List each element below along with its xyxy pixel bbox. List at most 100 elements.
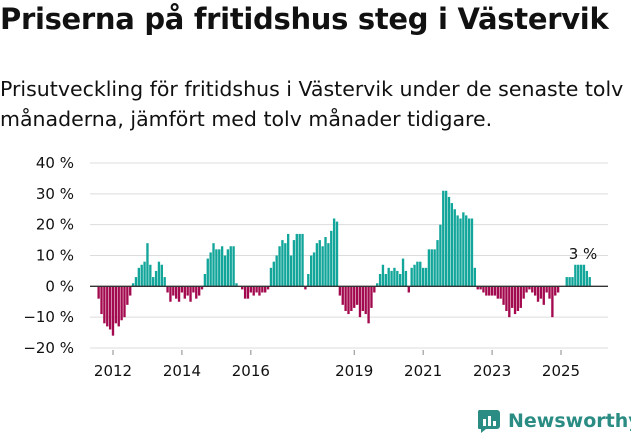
bar [539, 286, 543, 299]
bar [166, 286, 169, 293]
bar-chart: −20 %−10 %0 %10 %20 %30 %40 % 2012 2014 20… [23, 154, 608, 380]
bar [258, 286, 261, 296]
bar [169, 286, 172, 302]
bar [378, 274, 382, 287]
bar [447, 196, 451, 287]
bar [358, 286, 362, 318]
bar [312, 252, 316, 287]
bar [226, 249, 230, 287]
bar [289, 255, 293, 287]
bar [152, 277, 155, 287]
bar [525, 286, 528, 293]
bar [347, 286, 350, 315]
bar [332, 218, 336, 287]
bar [502, 286, 505, 305]
bar [261, 286, 264, 293]
bar [307, 274, 310, 287]
bar [370, 286, 373, 308]
y-tick-label: 40 % [36, 154, 74, 172]
bar [197, 286, 201, 296]
bar [442, 190, 445, 287]
bar [100, 286, 103, 315]
x-tick-label: 2025 [542, 362, 580, 380]
bar [149, 264, 152, 287]
bar [335, 221, 339, 287]
newsworthy-icon [477, 410, 500, 433]
bar [269, 267, 273, 287]
y-tick-label: 20 % [36, 216, 74, 234]
bar [488, 286, 491, 296]
bar [126, 286, 129, 305]
bar [582, 264, 586, 287]
bar [298, 233, 301, 287]
bar [493, 286, 497, 296]
bar [533, 286, 537, 296]
bar [545, 286, 548, 293]
bar [453, 209, 456, 287]
y-axis-tick-labels: −20 % −10 % 0 % 10 % 20 % 30 % 40 % [23, 154, 74, 357]
bar [163, 277, 166, 287]
bar [120, 286, 123, 321]
bar [266, 286, 270, 290]
bar [462, 212, 465, 287]
bar [585, 270, 589, 287]
bar [123, 286, 126, 318]
bar [513, 286, 517, 315]
bar [157, 261, 161, 287]
bar [272, 261, 275, 287]
bar [390, 270, 393, 287]
bar [353, 286, 356, 308]
bar [195, 286, 198, 299]
bar [172, 286, 175, 296]
bar [361, 286, 365, 311]
bar [143, 261, 146, 287]
bar [482, 286, 485, 293]
bar [108, 286, 112, 330]
bar [413, 264, 416, 287]
bar [246, 286, 250, 299]
bar [137, 267, 141, 287]
bar [367, 286, 370, 324]
bar [309, 255, 313, 287]
bar [571, 277, 574, 287]
bar [399, 274, 402, 287]
bar [556, 286, 560, 293]
bar [490, 286, 494, 296]
bar [275, 255, 278, 287]
bar [212, 243, 215, 287]
bar [430, 249, 433, 287]
bar [129, 286, 132, 296]
bar [536, 286, 540, 302]
bar [439, 224, 442, 287]
bar [284, 243, 287, 287]
bar [206, 258, 209, 287]
gridlines [90, 162, 608, 349]
bar [381, 264, 385, 287]
bar [140, 264, 143, 287]
bar [531, 286, 534, 293]
bar [551, 286, 554, 318]
bar [465, 215, 468, 287]
y-tick-label: 30 % [36, 185, 74, 203]
bar [235, 283, 238, 287]
bar [511, 286, 514, 308]
bar [223, 255, 227, 287]
bar [243, 286, 247, 299]
bar [117, 286, 120, 327]
bar [470, 218, 474, 287]
bar [131, 283, 135, 287]
bar [324, 237, 327, 287]
bar [287, 233, 290, 287]
bar [387, 267, 390, 287]
bar [160, 264, 163, 287]
bar [232, 246, 235, 287]
bar [330, 230, 333, 287]
newsworthy-logo[interactable]: Newsworthy [476, 408, 631, 434]
y-tick-label: −20 % [23, 339, 74, 357]
bar [278, 246, 281, 287]
bar [393, 267, 396, 287]
x-axis-tick-labels: 2012 2014 2016 2019 2021 2023 2025 [94, 350, 580, 380]
bar [255, 286, 258, 293]
bar [565, 277, 568, 287]
bar [364, 286, 367, 315]
